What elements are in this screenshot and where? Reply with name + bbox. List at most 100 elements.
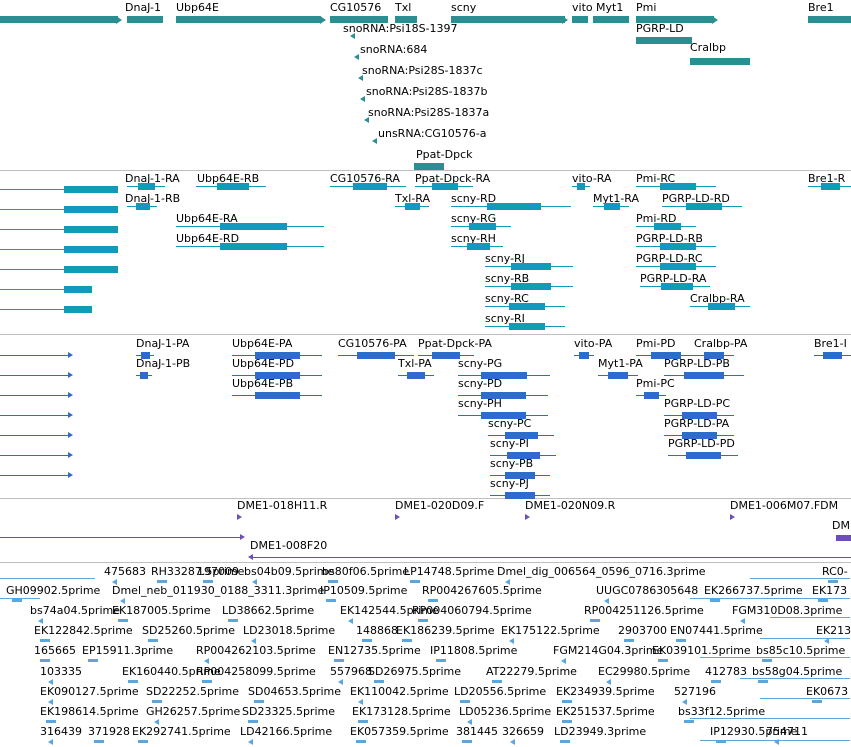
est-glyph[interactable]: [716, 740, 726, 743]
clone-glyph[interactable]: [836, 535, 851, 541]
est-glyph[interactable]: [40, 659, 50, 662]
est-glyph[interactable]: [762, 659, 772, 662]
est-glyph[interactable]: [254, 700, 264, 703]
cds-segment[interactable]: [481, 412, 526, 419]
est-glyph[interactable]: [228, 619, 238, 622]
est-glyph[interactable]: [328, 580, 338, 583]
est-glyph[interactable]: [88, 659, 98, 662]
transcript-exon[interactable]: [509, 303, 545, 310]
est-glyph[interactable]: [818, 599, 828, 602]
est-glyph[interactable]: [758, 680, 768, 683]
est-glyph[interactable]: [374, 680, 384, 683]
est-line[interactable]: [700, 657, 850, 658]
est-glyph[interactable]: [676, 639, 686, 642]
transcript-exon[interactable]: [469, 223, 496, 230]
est-glyph[interactable]: [711, 680, 721, 683]
transcript-exon[interactable]: [686, 203, 722, 210]
gene-glyph[interactable]: [636, 16, 714, 23]
transcript-exon[interactable]: [136, 203, 150, 210]
cds-segment[interactable]: [686, 452, 721, 459]
est-glyph[interactable]: [326, 599, 336, 602]
est-line[interactable]: [760, 698, 850, 699]
est-glyph[interactable]: [94, 740, 104, 743]
cds-segment[interactable]: [505, 472, 535, 479]
cds-line[interactable]: [0, 415, 68, 416]
cds-segment[interactable]: [823, 352, 842, 359]
transcript-exon[interactable]: [660, 243, 696, 250]
transcript-exon[interactable]: [511, 263, 551, 270]
transcript-exon[interactable]: [511, 283, 551, 290]
est-line[interactable]: [700, 740, 850, 741]
est-glyph[interactable]: [356, 740, 366, 743]
cds-segment[interactable]: [407, 372, 425, 379]
est-line[interactable]: [750, 578, 850, 579]
cds-segment[interactable]: [505, 492, 535, 499]
gene-glyph[interactable]: [808, 16, 851, 23]
transcript-exon[interactable]: [217, 183, 249, 190]
transcript-exon[interactable]: [64, 266, 118, 273]
gene-glyph[interactable]: [330, 16, 388, 23]
gene-glyph[interactable]: [593, 16, 629, 23]
cds-segment[interactable]: [651, 352, 681, 359]
est-glyph[interactable]: [462, 740, 472, 743]
cds-segment[interactable]: [481, 392, 526, 399]
transcript-exon[interactable]: [353, 183, 387, 190]
est-glyph[interactable]: [560, 740, 570, 743]
transcript-exon[interactable]: [220, 243, 287, 250]
cds-line[interactable]: [0, 375, 68, 376]
cds-segment[interactable]: [684, 372, 724, 379]
est-glyph[interactable]: [684, 720, 694, 723]
est-glyph[interactable]: [128, 680, 138, 683]
transcript-exon[interactable]: [64, 306, 92, 313]
cds-line[interactable]: [0, 355, 68, 356]
transcript-intron[interactable]: [0, 269, 118, 270]
transcript-exon[interactable]: [660, 183, 696, 190]
est-line[interactable]: [770, 617, 850, 618]
transcript-exon[interactable]: [654, 223, 681, 230]
transcript-exon[interactable]: [64, 226, 118, 233]
est-glyph[interactable]: [410, 580, 420, 583]
est-glyph[interactable]: [248, 720, 258, 723]
est-glyph[interactable]: [157, 580, 167, 583]
est-glyph[interactable]: [418, 619, 428, 622]
cds-segment[interactable]: [682, 432, 717, 439]
gene-glyph[interactable]: [395, 16, 417, 23]
gene-glyph[interactable]: [0, 16, 118, 23]
est-glyph[interactable]: [152, 700, 162, 703]
cds-segment[interactable]: [432, 352, 460, 359]
transcript-intron[interactable]: [0, 289, 92, 290]
cds-segment[interactable]: [682, 412, 717, 419]
cds-segment[interactable]: [608, 372, 628, 379]
cds-segment[interactable]: [579, 352, 589, 359]
clone-line[interactable]: [250, 557, 851, 558]
transcript-exon[interactable]: [432, 183, 458, 190]
transcript-exon[interactable]: [708, 303, 735, 310]
est-line[interactable]: [740, 678, 850, 679]
est-glyph[interactable]: [362, 639, 372, 642]
cds-segment[interactable]: [505, 432, 538, 439]
est-line[interactable]: [690, 718, 850, 719]
est-glyph[interactable]: [436, 659, 446, 662]
gene-glyph[interactable]: [690, 58, 750, 65]
transcript-exon[interactable]: [604, 203, 620, 210]
est-line[interactable]: [760, 638, 850, 639]
gene-glyph[interactable]: [451, 16, 565, 23]
transcript-exon[interactable]: [821, 183, 840, 190]
cds-segment[interactable]: [357, 352, 395, 359]
est-glyph[interactable]: [812, 700, 822, 703]
gene-glyph[interactable]: [414, 163, 444, 170]
transcript-exon[interactable]: [577, 183, 585, 190]
cds-line[interactable]: [0, 435, 68, 436]
cds-segment[interactable]: [255, 392, 300, 399]
est-glyph[interactable]: [40, 639, 50, 642]
cds-segment[interactable]: [481, 372, 527, 379]
est-glyph[interactable]: [562, 720, 572, 723]
transcript-exon[interactable]: [64, 246, 118, 253]
transcript-exon[interactable]: [220, 223, 287, 230]
cds-line[interactable]: [0, 455, 68, 456]
transcript-exon[interactable]: [509, 323, 545, 330]
est-glyph[interactable]: [138, 740, 148, 743]
cds-segment[interactable]: [507, 452, 540, 459]
cds-segment[interactable]: [141, 352, 150, 359]
est-glyph[interactable]: [590, 619, 600, 622]
